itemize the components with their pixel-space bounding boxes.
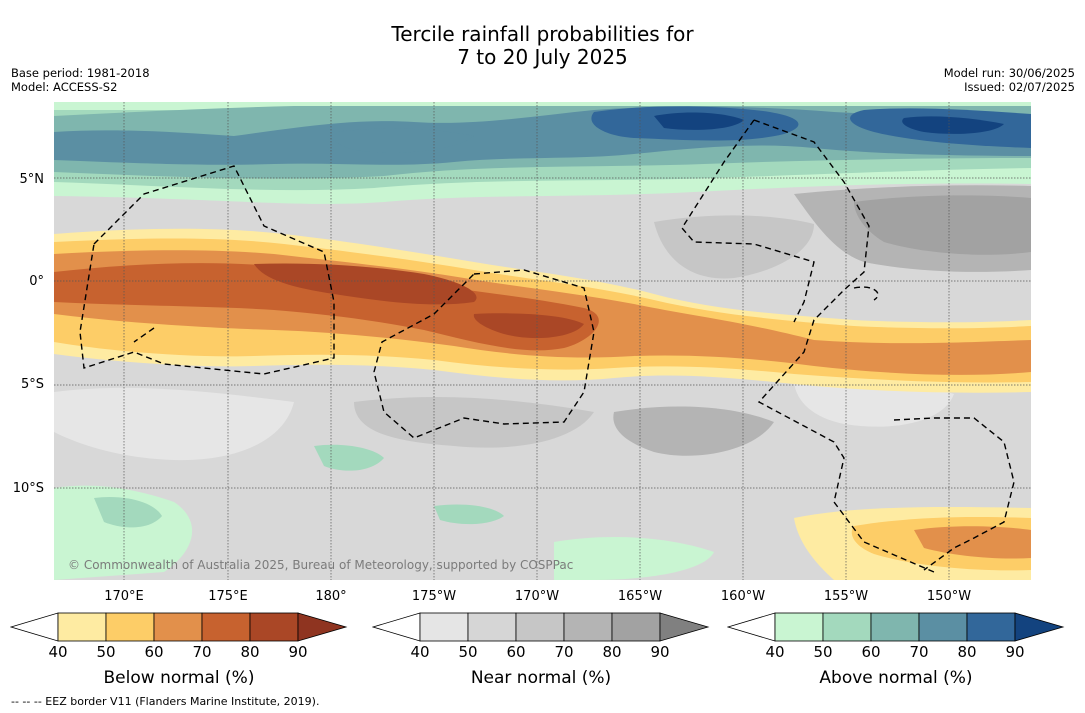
lon-label-170e: 170°E <box>104 589 144 604</box>
eez-border-kiribati-phoenix <box>373 269 595 439</box>
near-normal-region-60b <box>354 397 594 448</box>
copyright-notice: © Commonwealth of Australia 2025, Bureau… <box>68 558 574 572</box>
lon-label-175e: 175°E <box>208 589 248 604</box>
colorbar-tick-label: 50 <box>813 643 833 661</box>
colorbar-above-normal <box>727 612 1065 642</box>
colorbar-tick-label: 80 <box>957 643 977 661</box>
above-normal-region-north-70b <box>330 128 474 153</box>
below-normal-region-80 <box>254 263 477 305</box>
colorbar-tick-label: 90 <box>1005 643 1025 661</box>
eez-border-kiribati-gilbert <box>79 165 335 375</box>
lon-label-175w: 175°W <box>411 589 457 604</box>
above-normal-region-south-50c <box>434 504 504 525</box>
colorbar-tick-label: 60 <box>861 643 881 661</box>
colorbar-extend-high <box>659 612 710 642</box>
colorbar-cell <box>774 612 824 642</box>
graticule <box>54 102 1031 580</box>
eez-border-tuvalu <box>133 327 155 343</box>
colorbar-tick-label: 90 <box>650 643 670 661</box>
colorbar-cell <box>918 612 968 642</box>
colorbar-cell <box>249 612 299 642</box>
near-normal-region-60 <box>654 215 814 279</box>
colorbar-tick-label: 50 <box>96 643 116 661</box>
colorbar-cell <box>563 612 613 642</box>
above-normal-region-south-50b <box>314 444 384 471</box>
near-normal-region-80 <box>854 195 1031 255</box>
lon-label-150w: 150°W <box>926 589 972 604</box>
below-normal-region-70 <box>54 263 599 351</box>
lon-label-155w: 155°W <box>823 589 869 604</box>
run-info-right: Model run: 30/06/2025 Issued: 02/07/2025 <box>944 66 1075 94</box>
model-run-label: Model run: 30/06/2025 <box>943 66 1075 80</box>
colorbar-extend-low <box>372 612 421 642</box>
eez-border-kiribati-line <box>753 119 935 573</box>
run-info-left: Base period: 1981-2018 Model: ACCESS-S2 <box>11 66 150 94</box>
colorbar-extend-low <box>727 612 776 642</box>
lat-label-5s: 5°S <box>20 377 44 392</box>
lon-label-180: 180° <box>315 589 347 604</box>
colorbar-below-normal-cells <box>10 612 348 642</box>
colorbar-tick-label: 60 <box>144 643 164 661</box>
colorbar-tick-label: 70 <box>909 643 929 661</box>
map-title-line1: Tercile rainfall probabilities for <box>391 22 694 46</box>
colorbar-extend-low <box>10 612 59 642</box>
colorbar-below-normal <box>10 612 348 642</box>
above-normal-region-north-90 <box>654 112 744 130</box>
eez-border-jarvis <box>853 286 879 301</box>
rainfall-probability-map <box>54 102 1031 580</box>
colorbar-tick-label: 70 <box>192 643 212 661</box>
below-normal-region-80b <box>473 313 584 339</box>
colorbar-cell <box>611 612 661 642</box>
colorbar-tick-label: 80 <box>602 643 622 661</box>
lat-label-10s: 10°S <box>12 481 44 496</box>
colorbar-cell <box>153 612 203 642</box>
colorbar-tick-label: 40 <box>765 643 785 661</box>
above-normal-region-south <box>54 485 193 580</box>
colorbar-cell <box>57 612 107 642</box>
above-normal-region-north-90b <box>902 116 1004 134</box>
colorbar-title-near: Near normal (%) <box>470 668 612 688</box>
colorbar-tick-label: 40 <box>48 643 68 661</box>
colorbar-extend-high <box>297 612 348 642</box>
base-period-label: Base period: 1981-2018 <box>11 66 150 80</box>
map-title-line2: 7 to 20 July 2025 <box>457 45 628 69</box>
lon-label-165w: 165°W <box>617 589 663 604</box>
colorbar-near-normal <box>372 612 710 642</box>
colorbar-cell <box>201 612 251 642</box>
colorbar-extend-high <box>1014 612 1065 642</box>
colorbar-cell <box>966 612 1016 642</box>
below-normal-region-southeast-60 <box>914 526 1031 559</box>
colorbar-cell <box>870 612 920 642</box>
colorbar-tick-label: 70 <box>554 643 574 661</box>
lon-label-160w: 160°W <box>720 589 766 604</box>
issued-label: Issued: 02/07/2025 <box>964 80 1075 94</box>
above-normal-region-south-b <box>554 537 714 580</box>
eez-legend: -- -- -- EEZ border V11 (Flanders Marine… <box>11 695 320 708</box>
colorbar-cell <box>419 612 469 642</box>
eez-border-french-polynesia <box>893 417 1015 571</box>
colorbar-cell <box>822 612 872 642</box>
lat-label-eq: 0° <box>29 274 44 289</box>
colorbar-title-above: Above normal (%) <box>819 668 973 688</box>
colorbar-tick-label: 80 <box>240 643 260 661</box>
near-normal-region-70b <box>613 406 774 456</box>
colorbar-cell <box>515 612 565 642</box>
colorbar-tick-label: 40 <box>410 643 430 661</box>
lon-label-170w: 170°W <box>514 589 560 604</box>
eez-borders <box>79 119 1015 573</box>
colorbar-title-below: Below normal (%) <box>103 668 255 688</box>
colorbar-above-normal-cells <box>727 612 1065 642</box>
model-label: Model: ACCESS-S2 <box>11 80 118 94</box>
above-normal-region-south-50 <box>94 496 162 528</box>
colorbar-cell <box>467 612 517 642</box>
colorbar-tick-label: 60 <box>506 643 526 661</box>
colorbar-cell <box>105 612 155 642</box>
near-normal-region-40 <box>54 387 294 461</box>
colorbar-tick-label: 50 <box>458 643 478 661</box>
lat-label-5n: 5°N <box>19 172 45 187</box>
colorbar-near-normal-cells <box>372 612 710 642</box>
eez-border-line-north <box>681 119 815 323</box>
colorbar-tick-label: 90 <box>288 643 308 661</box>
